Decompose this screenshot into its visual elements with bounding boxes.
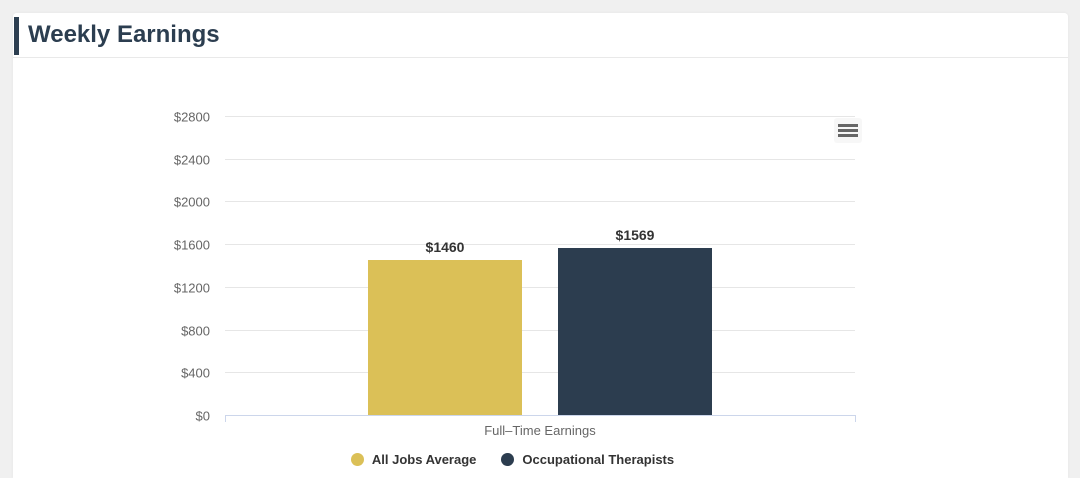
gridline <box>225 158 855 160</box>
chart-export-menu-button[interactable] <box>834 118 862 143</box>
bar-all-jobs-average[interactable] <box>368 260 522 416</box>
bar-slot-all-jobs-average: $1460 <box>368 117 522 416</box>
bar-slot-occupational-therapists: $1569 <box>558 117 712 416</box>
page-title: Weekly Earnings <box>28 21 220 48</box>
y-axis-tick-label: $800 <box>181 323 210 339</box>
legend-item-all-jobs-average[interactable]: All Jobs Average <box>350 452 477 467</box>
earnings-bar-chart: $1460 $1569 $0 $400 $800 $1200 $1600 $2000 $240… <box>155 75 870 478</box>
bar-value-label: $1460 <box>425 239 465 256</box>
legend-marker-circle-icon <box>350 453 364 466</box>
bar-occupational-therapists[interactable] <box>558 248 712 416</box>
hamburger-menu-icon <box>838 124 858 127</box>
gridline <box>225 372 855 374</box>
header-accent-bar <box>14 17 19 55</box>
weekly-earnings-card: Weekly Earnings $1460 $1569 $0 $400 $800 $12… <box>13 13 1068 478</box>
legend-item-occupational-therapists[interactable]: Occupational Therapists <box>501 452 674 467</box>
gridline <box>225 329 855 331</box>
gridline <box>225 244 855 246</box>
y-axis-tick-label: $2000 <box>173 194 210 210</box>
x-axis-tick-left <box>225 416 226 422</box>
bars-group: $1460 $1569 <box>225 117 855 416</box>
gridline <box>225 116 855 117</box>
y-axis-tick-label: $0 <box>195 408 210 424</box>
gridline <box>225 286 855 288</box>
legend-marker-circle-icon <box>501 453 515 466</box>
card-header: Weekly Earnings <box>13 13 1068 58</box>
y-axis-tick-label: $2400 <box>173 152 210 168</box>
plot-area: $1460 $1569 $0 $400 $800 $1200 $1600 $2000 $240… <box>174 110 856 424</box>
hamburger-menu-icon <box>838 129 858 132</box>
x-axis-category-label: Full–Time Earnings <box>484 423 596 438</box>
legend-item-label: Occupational Therapists <box>522 452 675 467</box>
hamburger-menu-icon <box>838 134 858 137</box>
bar-value-label: $1569 <box>615 227 655 244</box>
y-axis-tick-label: $2800 <box>173 109 210 125</box>
legend-item-label: All Jobs Average <box>371 452 477 467</box>
gridline <box>225 201 855 203</box>
y-axis-tick-label: $1200 <box>173 280 210 296</box>
y-axis-tick-label: $400 <box>181 365 210 381</box>
x-axis-tick-right <box>855 416 856 422</box>
legend: All Jobs Average Occupational Therapists <box>155 452 870 467</box>
y-axis-tick-label: $1600 <box>173 237 210 253</box>
x-axis-line <box>225 415 856 416</box>
